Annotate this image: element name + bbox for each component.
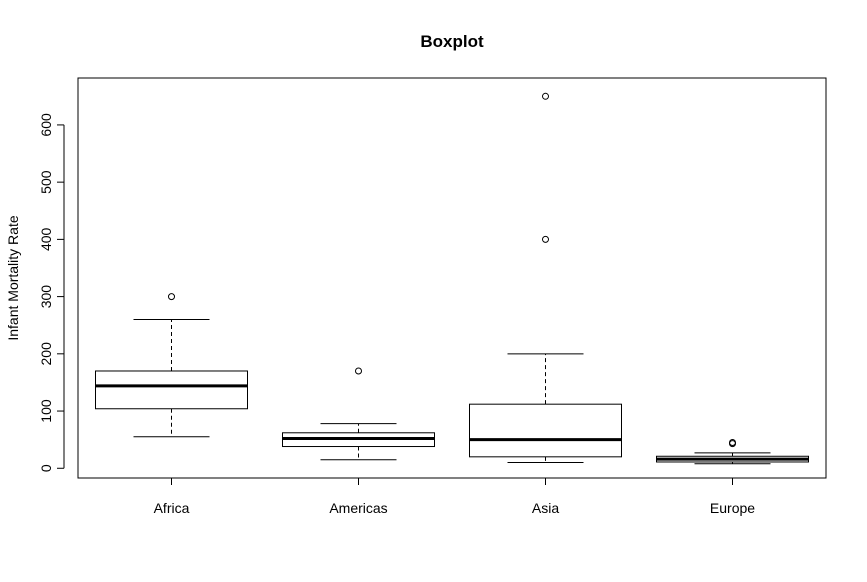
boxes-group (95, 92, 809, 465)
y-tick-label: 0 (38, 464, 54, 472)
y-tick-label: 100 (38, 399, 54, 423)
outlier-point (355, 367, 362, 375)
box-asia (469, 92, 622, 464)
y-tick-label: 500 (38, 170, 54, 194)
box-americas (282, 367, 435, 461)
outlier-point (168, 293, 175, 301)
box-iqr (95, 370, 248, 410)
box-africa (95, 293, 248, 438)
outlier-point (542, 235, 549, 243)
y-tick-label: 300 (38, 285, 54, 309)
outlier-point (542, 92, 549, 100)
x-tick-label: Europe (710, 500, 755, 516)
y-axis: 0 100 200 300 400 500 600 (38, 113, 65, 472)
y-tick-label: 200 (38, 342, 54, 366)
plot-frame (77, 77, 827, 479)
x-tick-label: Africa (154, 500, 190, 516)
box-iqr (469, 403, 622, 458)
box-europe (656, 439, 809, 465)
chart-title: Boxplot (420, 32, 484, 51)
x-tick-label: Asia (532, 500, 559, 516)
x-tick-label: Americas (329, 500, 387, 516)
x-axis: Africa Americas Asia Europe (154, 478, 755, 516)
y-axis-label: Infant Mortality Rate (5, 215, 21, 340)
y-tick-label: 400 (38, 227, 54, 251)
y-tick-label: 600 (38, 113, 54, 137)
outlier-point (729, 439, 736, 447)
